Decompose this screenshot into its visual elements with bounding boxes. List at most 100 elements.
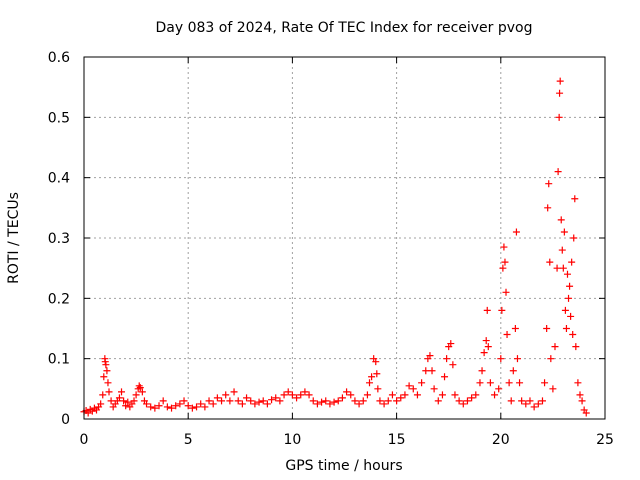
data-point bbox=[115, 394, 123, 402]
data-point bbox=[107, 397, 115, 405]
data-point bbox=[99, 391, 107, 399]
data-point bbox=[103, 367, 111, 375]
data-point bbox=[547, 355, 555, 363]
data-point bbox=[401, 391, 409, 399]
data-point bbox=[155, 402, 163, 410]
data-point bbox=[255, 398, 263, 406]
data-point bbox=[230, 388, 238, 396]
data-point bbox=[553, 264, 561, 272]
data-point bbox=[313, 400, 321, 408]
data-point bbox=[483, 306, 491, 314]
data-point bbox=[441, 373, 449, 381]
data-point bbox=[213, 394, 221, 402]
data-point bbox=[426, 352, 434, 360]
grid-lines bbox=[84, 57, 605, 419]
data-point bbox=[557, 216, 565, 224]
data-point bbox=[84, 409, 92, 417]
data-point bbox=[276, 397, 284, 405]
data-point bbox=[491, 391, 499, 399]
data-point bbox=[163, 403, 171, 411]
data-point bbox=[507, 397, 515, 405]
data-point bbox=[120, 397, 128, 405]
data-point bbox=[570, 234, 578, 242]
data-point bbox=[243, 394, 251, 402]
data-point bbox=[556, 89, 564, 97]
data-point bbox=[503, 331, 511, 339]
data-point bbox=[347, 391, 355, 399]
data-point bbox=[434, 397, 442, 405]
data-point bbox=[136, 384, 144, 392]
x-tick-label: 15 bbox=[388, 432, 406, 448]
data-points bbox=[80, 77, 590, 417]
data-point bbox=[251, 400, 259, 408]
data-point bbox=[104, 379, 112, 387]
data-point bbox=[562, 325, 570, 332]
data-point bbox=[280, 391, 288, 399]
data-point bbox=[572, 343, 580, 351]
data-point bbox=[118, 388, 126, 396]
data-point bbox=[545, 180, 553, 188]
data-point bbox=[176, 400, 184, 408]
y-tick-label: 0.6 bbox=[48, 50, 70, 66]
data-point bbox=[132, 391, 140, 399]
data-point bbox=[193, 403, 201, 411]
data-point bbox=[247, 397, 255, 405]
data-point bbox=[560, 228, 568, 236]
data-point bbox=[209, 400, 217, 408]
data-point bbox=[147, 403, 155, 411]
data-point bbox=[388, 391, 396, 399]
data-point bbox=[351, 397, 359, 405]
data-point bbox=[509, 367, 517, 375]
data-point bbox=[301, 388, 309, 396]
data-point bbox=[293, 394, 301, 402]
x-tick-label: 0 bbox=[80, 432, 89, 448]
data-point bbox=[574, 379, 582, 387]
data-point bbox=[330, 398, 338, 406]
data-point bbox=[546, 258, 554, 266]
data-point bbox=[486, 379, 494, 387]
data-point bbox=[305, 391, 313, 399]
data-point bbox=[443, 355, 451, 363]
data-point bbox=[438, 391, 446, 399]
data-point bbox=[513, 355, 521, 363]
data-point bbox=[393, 397, 401, 405]
data-point bbox=[551, 343, 559, 351]
data-point bbox=[455, 397, 463, 405]
data-point bbox=[463, 397, 471, 405]
data-point bbox=[459, 400, 467, 408]
data-point bbox=[566, 282, 574, 290]
y-axis-label: ROTI / TECUs bbox=[6, 192, 22, 284]
data-point bbox=[541, 379, 549, 387]
data-point bbox=[556, 77, 564, 85]
data-point bbox=[554, 168, 562, 176]
data-point bbox=[582, 409, 590, 417]
data-point bbox=[180, 397, 188, 405]
data-point bbox=[558, 246, 566, 254]
data-point bbox=[373, 370, 381, 378]
data-point bbox=[567, 312, 575, 320]
data-point bbox=[384, 397, 392, 405]
data-point bbox=[409, 385, 417, 393]
data-point bbox=[234, 397, 242, 405]
data-point bbox=[561, 306, 569, 314]
data-point bbox=[268, 396, 276, 404]
data-point bbox=[476, 379, 484, 387]
data-point bbox=[526, 397, 534, 405]
y-tick-label: 0 bbox=[61, 412, 70, 428]
data-point bbox=[472, 391, 480, 399]
x-axis-label: GPS time / hours bbox=[285, 458, 402, 474]
data-point bbox=[326, 400, 334, 408]
data-point bbox=[498, 306, 506, 314]
data-point bbox=[143, 400, 151, 408]
data-point bbox=[534, 400, 542, 408]
data-point bbox=[502, 288, 510, 296]
data-point bbox=[374, 385, 382, 393]
data-point bbox=[559, 264, 567, 272]
data-point bbox=[184, 402, 192, 410]
data-point bbox=[101, 358, 109, 366]
y-tick-label: 0.5 bbox=[48, 110, 70, 126]
data-point bbox=[259, 397, 267, 405]
x-tick-label: 5 bbox=[184, 432, 193, 448]
data-point bbox=[499, 264, 507, 272]
